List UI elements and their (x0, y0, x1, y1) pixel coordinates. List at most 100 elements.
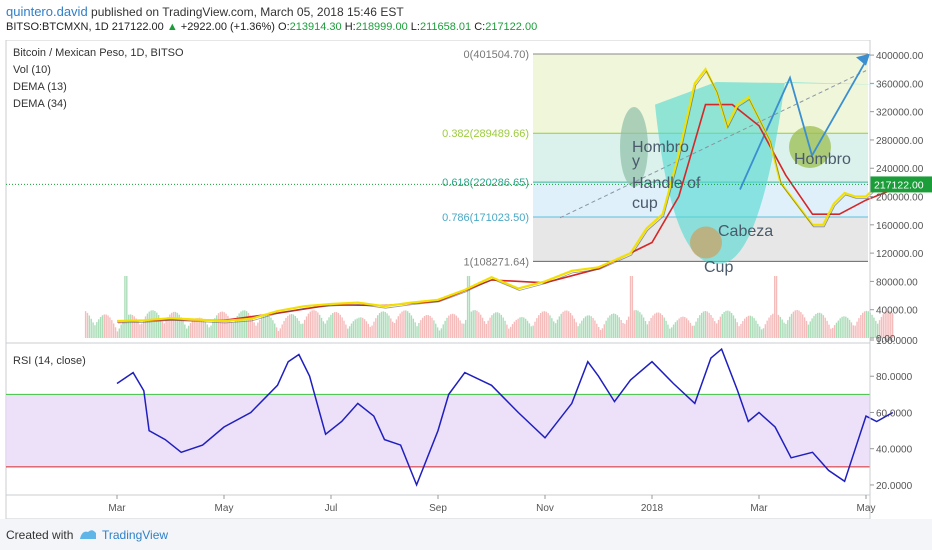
volume-bar (479, 314, 482, 338)
volume-bar (215, 315, 218, 338)
volume-bar (485, 323, 488, 338)
volume-bar (343, 320, 345, 338)
volume-bar (528, 323, 531, 338)
volume-bar (577, 326, 579, 338)
time-tick-label: May (215, 503, 234, 514)
pattern-annotation: Handle of (632, 175, 701, 192)
volume-bar (792, 311, 795, 338)
volume-bar (200, 318, 203, 338)
volume-bar (695, 321, 697, 338)
volume-bar (416, 326, 418, 338)
volume-bar (112, 323, 115, 338)
volume-bar (249, 315, 252, 338)
volume-bar (137, 321, 139, 338)
volume-bar (661, 315, 664, 338)
volume-bar (283, 320, 285, 338)
volume-bar (174, 311, 177, 338)
volume-bar (607, 317, 609, 338)
volume-bar (431, 317, 433, 338)
volume-bar (734, 318, 737, 338)
volume-bar (150, 310, 152, 338)
price-tick-label: 240000.00 (876, 164, 924, 175)
volume-bar (230, 322, 233, 338)
volume-bar (356, 318, 358, 338)
volume-bar (300, 323, 302, 338)
volume-bar (330, 314, 332, 338)
volume-bar (232, 322, 235, 338)
volume-bar (590, 316, 592, 338)
volume-bar (564, 310, 566, 338)
volume-bar (182, 320, 184, 338)
published-text: published on TradingView.com, March 05, … (91, 5, 404, 19)
volume-bar (496, 312, 499, 338)
volume-bar (88, 315, 91, 338)
volume-bar (420, 320, 422, 338)
volume-bar (187, 325, 190, 338)
volume-bar (483, 321, 486, 338)
volume-bar (575, 322, 577, 338)
rsi-tick-label: 40.0000 (876, 445, 913, 456)
price-tick-label: 200000.00 (876, 193, 924, 204)
volume-bar (798, 310, 800, 338)
volume-bar (861, 312, 864, 338)
volume-bar (161, 321, 164, 338)
legend-dema13: DEMA (13) (13, 81, 67, 93)
price-change: +2922.00 (+1.36%) (180, 21, 275, 33)
volume-bar (817, 312, 819, 338)
volume-bar (236, 316, 238, 338)
volume-bar (560, 313, 562, 338)
volume-bar (436, 327, 439, 338)
volume-bar (519, 317, 521, 338)
volume-bar (399, 313, 401, 338)
volume-bar (287, 315, 289, 338)
volume-bar (845, 316, 847, 338)
volume-bar (275, 327, 278, 338)
volume-bar (444, 320, 446, 338)
volume-bar (506, 324, 508, 338)
volume-bar (541, 311, 544, 338)
volume-bar (596, 323, 598, 338)
volume-bar (292, 314, 295, 338)
volume-bar (657, 312, 660, 338)
pattern-annotation: Cup (704, 259, 733, 276)
volume-bar (178, 314, 180, 338)
volume-bar (240, 311, 242, 338)
volume-bar (481, 317, 484, 338)
volume-bar (888, 310, 890, 338)
volume-bar (101, 315, 104, 338)
volume-bar (532, 325, 534, 338)
volume-bar (386, 313, 388, 338)
volume-bar (421, 317, 424, 338)
volume-bar (105, 314, 107, 338)
volume-bar (875, 320, 877, 338)
price-trace-line (117, 70, 894, 324)
volume-bar (699, 315, 701, 338)
volume-bar (768, 317, 770, 338)
volume-bar (584, 316, 587, 338)
chart-canvas[interactable]: 0(401504.70) 0.382(289489.66) 0.618(220286… (0, 40, 932, 519)
volume-bar (94, 325, 96, 338)
volume-bar (317, 312, 319, 338)
volume-bar (729, 311, 731, 338)
volume-bar (294, 315, 297, 338)
volume-bar (204, 321, 207, 338)
volume-bar (566, 310, 568, 338)
pattern-annotation: y (632, 153, 640, 170)
volume-bar (163, 323, 165, 338)
volume-bar (787, 320, 789, 338)
author-link[interactable]: quintero.david (6, 4, 88, 19)
volume-bar (405, 310, 407, 338)
volume-bar (646, 324, 649, 338)
volume-bar (719, 316, 722, 338)
volume-bar (260, 317, 263, 338)
volume-bar (605, 320, 607, 338)
tradingview-link[interactable]: TradingView (102, 528, 169, 542)
last-price: 217122.00 (111, 21, 164, 33)
volume-bar (144, 316, 147, 338)
volume-bar (493, 313, 495, 338)
volume-bar (863, 311, 866, 338)
price-tick-label: 160000.00 (876, 221, 924, 232)
volume-bar (255, 325, 257, 338)
volume-bar (830, 328, 832, 338)
volume-bar (708, 312, 710, 338)
